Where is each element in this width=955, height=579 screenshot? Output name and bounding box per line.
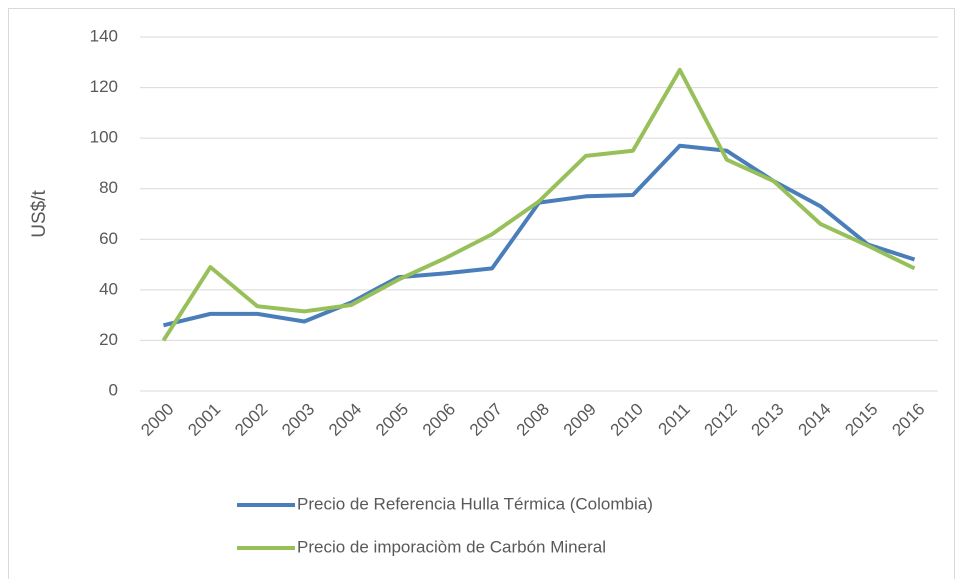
y-tick-label: 60 <box>99 229 118 248</box>
legend-label: Precio de imporaciòm de Carbón Mineral <box>297 537 606 556</box>
line-series <box>161 67 916 342</box>
y-axis-label: US$/t <box>29 190 50 238</box>
y-tick-label: 80 <box>99 178 118 197</box>
y-tick-label: 100 <box>90 128 118 147</box>
chart-frame <box>8 8 955 579</box>
y-tick-label: 40 <box>99 279 118 298</box>
y-tick-label: 20 <box>99 330 118 349</box>
y-tick-label: 120 <box>90 77 118 96</box>
y-tick-label: 0 <box>109 380 118 399</box>
legend-label: Precio de Referencia Hulla Térmica (Colo… <box>297 494 653 513</box>
y-tick-label: 140 <box>90 26 118 45</box>
